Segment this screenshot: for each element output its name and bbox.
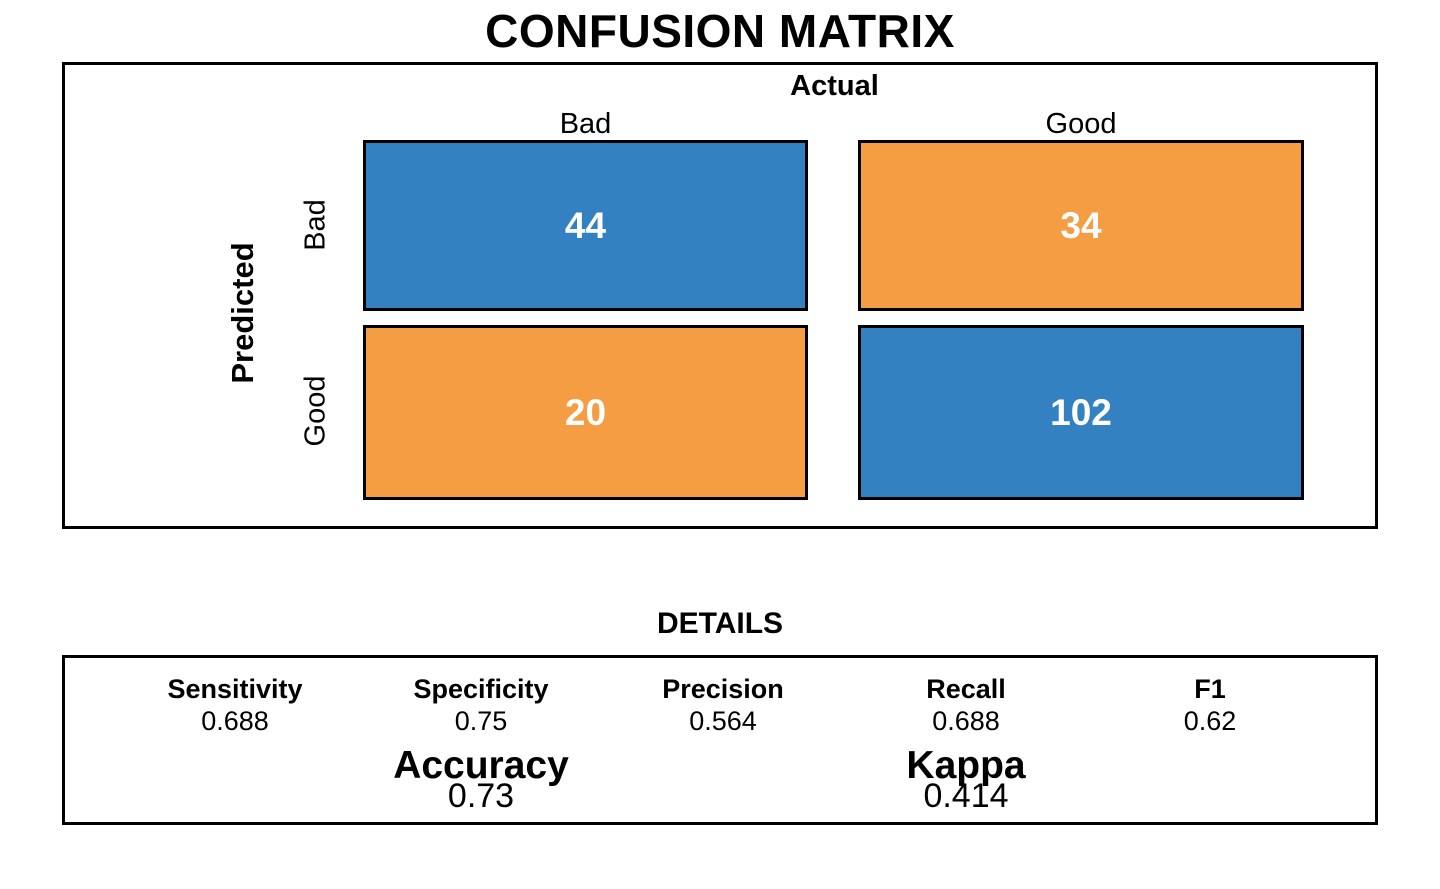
col-header-actual-bad: Bad	[559, 108, 612, 140]
metric-label: Sensitivity	[167, 674, 303, 704]
metric-label: Recall	[926, 674, 1006, 704]
metric-value: 0.688	[932, 706, 1000, 736]
metric-value: 0.75	[454, 706, 508, 736]
row-header-predicted-bad: Bad	[299, 199, 332, 251]
metric-precision: Precision 0.564	[662, 676, 784, 735]
cell-predicted-bad-actual-bad: 44	[363, 140, 808, 311]
row-header-predicted-good: Good	[299, 375, 332, 447]
cell-value-true-good: 102	[1050, 391, 1112, 433]
metric-label: Accuracy	[393, 744, 569, 787]
metric-recall: Recall 0.688	[926, 676, 1006, 735]
metric-label: F1	[1194, 674, 1226, 704]
metric-label: Kappa	[906, 744, 1026, 787]
matrix-panel: Actual Bad Good Predicted Bad Good 44 34…	[62, 62, 1378, 529]
metric-label: Precision	[662, 674, 784, 704]
actual-axis-label: Actual	[790, 70, 879, 102]
metric-specificity: Specificity 0.75	[413, 676, 548, 735]
details-title: DETAILS	[656, 607, 784, 640]
details-panel: Sensitivity 0.688 Specificity 0.75 Preci…	[62, 655, 1378, 825]
cell-predicted-bad-actual-good: 34	[858, 140, 1304, 311]
metric-f1: F1 0.62	[1184, 676, 1237, 735]
predicted-axis-label: Predicted	[225, 242, 260, 384]
chart-title: CONFUSION MATRIX	[485, 5, 955, 57]
metric-value: 0.62	[1183, 706, 1237, 736]
metric-value: 0.688	[201, 706, 269, 736]
metric-label: Specificity	[413, 674, 549, 704]
metric-value: 0.414	[923, 777, 1009, 815]
cell-predicted-good-actual-bad: 20	[363, 325, 808, 500]
cell-value-true-bad: 44	[564, 204, 607, 246]
col-header-actual-good: Good	[1045, 108, 1117, 140]
metric-kappa: Kappa 0.414	[906, 746, 1025, 813]
cell-value-false-bad: 34	[1060, 204, 1102, 246]
metric-value: 0.564	[689, 706, 757, 736]
metric-accuracy: Accuracy 0.73	[393, 746, 569, 813]
metric-sensitivity: Sensitivity 0.688	[167, 676, 302, 735]
metric-value: 0.73	[447, 777, 515, 815]
cell-value-false-good: 20	[564, 391, 607, 433]
cell-predicted-good-actual-good: 102	[858, 325, 1304, 500]
